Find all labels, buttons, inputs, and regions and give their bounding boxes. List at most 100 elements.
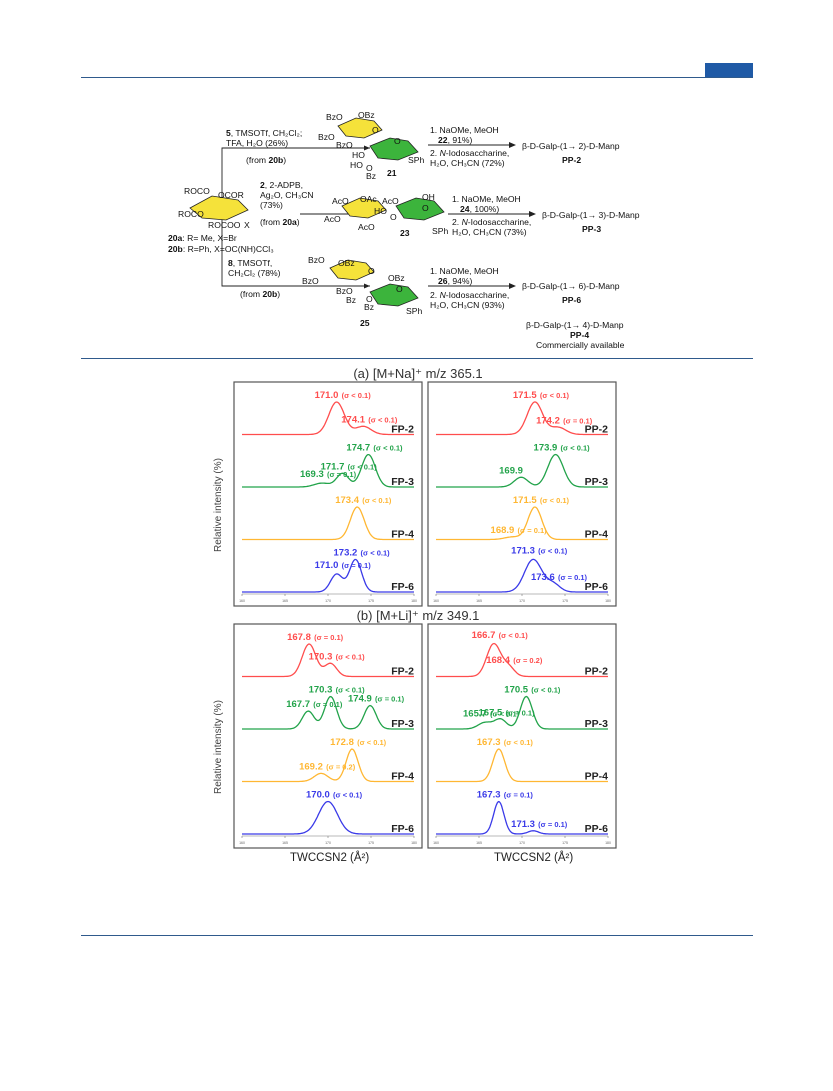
- xlabel-right: TWCCSN2 (Å²): [494, 852, 574, 864]
- peak-label: 174.7: [346, 443, 370, 454]
- legend-20b: 20b: R=Ph, X=OC(NH)CCl₃: [168, 244, 274, 254]
- peak-sigma: (σ = 0.1): [518, 526, 548, 535]
- x-tick-label: 175: [562, 599, 568, 603]
- x-tick-label: 165: [282, 599, 288, 603]
- series-name-FP-2: FP-2: [391, 424, 414, 436]
- peak-label: 174.1: [341, 414, 365, 425]
- ccs-figure: (a) [M+Na]⁺ m/z 365.1 (b) [M+Li]⁺ m/z 34…: [208, 362, 628, 870]
- peak-sigma: (σ < 0.1): [333, 791, 363, 800]
- route3-step1b: 26, 94%): [438, 276, 473, 286]
- x-tick-label: 175: [368, 599, 374, 603]
- trace-PP-2: [436, 642, 608, 678]
- peak-sigma: (σ < 0.1): [336, 653, 366, 662]
- sugar23-l1: OAc: [360, 194, 377, 204]
- peak-label: 171.7: [321, 461, 345, 472]
- route2-reagents-2: Ag₂O, CH₃CN: [260, 190, 314, 200]
- peak-sigma: (σ < 0.1): [373, 444, 403, 453]
- series-name-PP-6: PP-6: [585, 581, 609, 593]
- peak-label: 169.3: [300, 469, 324, 480]
- peak-label: 167.8: [287, 632, 311, 643]
- peak-sigma: (σ < 0.1): [504, 738, 534, 747]
- sugar-21-gal: [337, 117, 383, 139]
- sugar23-l0: AcO: [332, 196, 349, 206]
- peak-sigma: (σ < 0.1): [361, 549, 391, 558]
- series-name-PP-4: PP-4: [585, 771, 609, 783]
- trace-FP-6: [242, 558, 414, 593]
- peak-sigma: (σ < 0.1): [561, 444, 591, 453]
- sugar25-l8: O: [366, 294, 373, 304]
- synthesis-scheme: ROCO OCOR ROCO ROCOO X 20a: R= Me, X=Br …: [160, 108, 690, 358]
- trace-PP-6: [436, 558, 608, 593]
- trace-PP-4: [436, 748, 608, 783]
- peak-label: 167.3: [477, 790, 501, 801]
- trace-FP-3: [242, 453, 414, 488]
- sugar21-l9: Bz: [366, 171, 377, 181]
- series-name-FP-6: FP-6: [391, 581, 414, 593]
- x-tick-label: 160: [239, 841, 245, 845]
- sugar25-l5: O: [396, 284, 403, 294]
- sugar-23-gal: [341, 197, 387, 219]
- sugar25-l10: SPh: [406, 306, 423, 316]
- peak-sigma: (σ = 0.1): [504, 791, 534, 800]
- peak-sigma: (σ < 0.1): [490, 710, 520, 719]
- x-tick-label: 175: [562, 841, 568, 845]
- route3-reagents-1: 8, TMSOTf,: [228, 258, 273, 268]
- peak-sigma: (σ < 0.1): [538, 547, 568, 556]
- panel-frame-0-1: [427, 381, 617, 607]
- sugar23-l7: AcO: [358, 222, 375, 232]
- sugar23-l2: AcO: [324, 214, 341, 224]
- sugar21-l4: BzO: [336, 140, 353, 150]
- peak-label: 170.3: [309, 685, 333, 696]
- sugar21-l7: HO: [350, 160, 363, 170]
- x-tick-label: 180: [605, 599, 611, 603]
- peak-label: 165.7: [463, 709, 487, 720]
- peak-sigma: (σ < 0.1): [499, 631, 529, 640]
- compound-25: 25: [360, 318, 370, 328]
- sugar23-l3: OH: [422, 192, 435, 202]
- route1-from: (from 20b): [246, 155, 287, 165]
- sugar25-l0: BzO: [308, 255, 325, 265]
- peak-label: 167.7: [286, 699, 310, 710]
- sugar-25-gal: [329, 259, 375, 281]
- pp4-code: PP-4: [570, 330, 590, 340]
- panel-frame-1-1: [427, 623, 617, 849]
- peak-sigma: (σ = 0.1): [538, 820, 568, 829]
- peak-label: 171.5: [513, 495, 537, 506]
- route2-step2: 2. N-Iodosaccharine,: [452, 217, 532, 227]
- sugar23-l9: SPh: [432, 226, 449, 236]
- peak-label: 168.9: [491, 525, 515, 536]
- pp2-name: β-D-Galp-(1→ 2)-D-Manp: [522, 141, 620, 151]
- series-name-PP-2: PP-2: [585, 666, 609, 678]
- x-tick-label: 170: [325, 599, 331, 603]
- sugar-23-man: [395, 197, 445, 221]
- peak-sigma: (σ < 0.1): [540, 391, 570, 400]
- peak-label: 172.8: [330, 737, 354, 748]
- scheme-graphics: [189, 117, 536, 307]
- sugar25-l1: OBz: [338, 258, 355, 268]
- peak-sigma: (σ < 0.1): [368, 415, 398, 424]
- trace-FP-3: [242, 695, 414, 730]
- peak-label: 173.4: [335, 495, 359, 506]
- route-bracket: [221, 147, 370, 287]
- peak-sigma: (σ = 0.1): [506, 708, 536, 717]
- peak-sigma: (σ < 0.1): [531, 686, 561, 695]
- peak-sigma: (σ = 0.1): [375, 695, 405, 704]
- peak-label: 174.9: [348, 694, 372, 705]
- peak-sigma: (σ < 0.1): [362, 496, 392, 505]
- peak-sigma: (σ = 0.1): [563, 416, 593, 425]
- peak-label: 174.2: [536, 415, 560, 426]
- series-name-FP-4: FP-4: [391, 529, 414, 541]
- figure-title-a: (a) [M+Na]⁺ m/z 365.1: [353, 366, 483, 381]
- x-tick-label: 180: [411, 599, 417, 603]
- route1-step2: 2. N-Iodosaccharine,: [430, 148, 510, 158]
- pp3-name: β-D-Galp-(1→ 3)-D-Manp: [542, 210, 640, 220]
- step-arrow-3-head: [509, 283, 516, 289]
- panel-frame-1-0: [233, 623, 423, 849]
- donor-label-3: ROCO: [178, 209, 204, 219]
- trace-PP-2: [436, 401, 608, 436]
- pp6-name: β-D-Galp-(1→ 6)-D-Manp: [522, 281, 620, 291]
- arrow-head-3: [364, 283, 370, 289]
- route1-reagents-1: 5, TMSOTf, CH₂Cl₂;: [226, 128, 303, 138]
- route3-step2: 2. N-Iodosaccharine,: [430, 290, 510, 300]
